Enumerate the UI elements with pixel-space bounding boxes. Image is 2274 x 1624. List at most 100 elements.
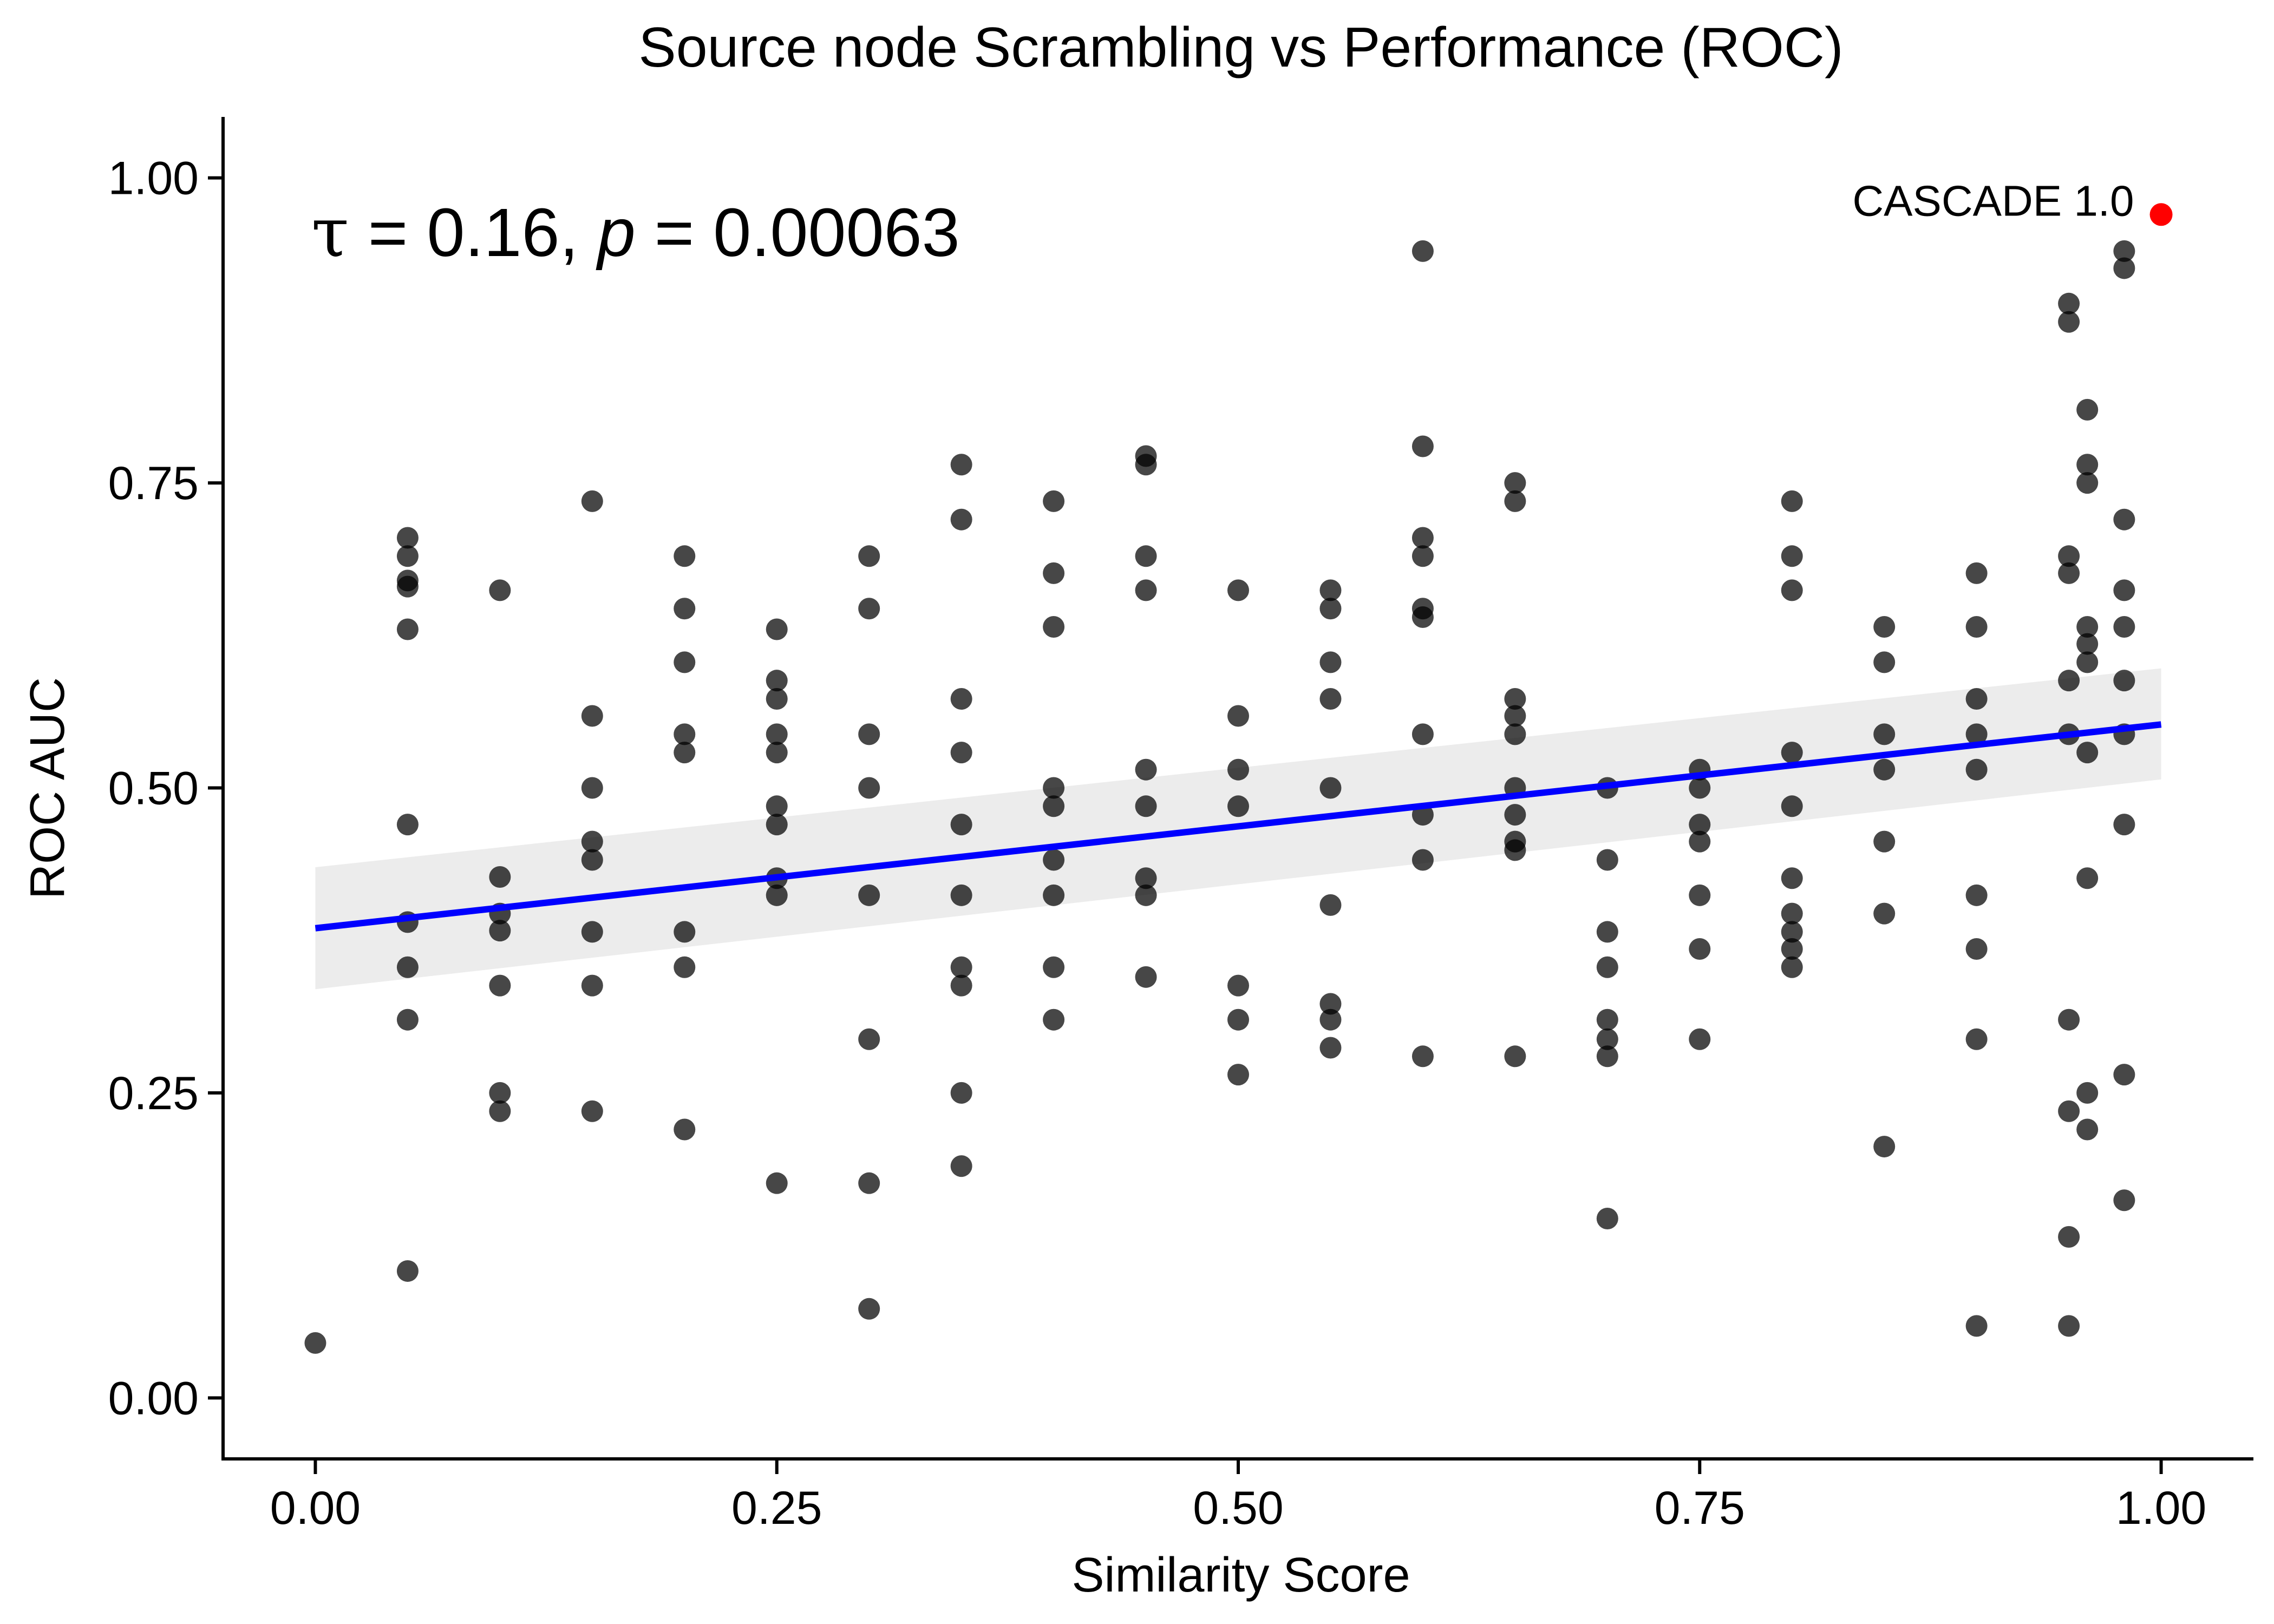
data-point (2076, 633, 2099, 655)
p-symbol: p (596, 194, 636, 271)
data-point (304, 1332, 326, 1354)
data-point (858, 723, 880, 745)
data-point (1965, 758, 1988, 781)
data-point (1412, 545, 1434, 567)
data-point (2058, 1226, 2080, 1248)
data-point (1689, 814, 1711, 836)
data-point (1504, 1045, 1526, 1068)
data-point (1227, 974, 1249, 997)
data-point (489, 974, 511, 997)
data-point (766, 723, 788, 745)
data-point (1965, 723, 1988, 745)
data-point (674, 651, 696, 673)
data-point (950, 742, 972, 764)
data-point (1965, 616, 1988, 638)
data-point (674, 742, 696, 764)
data-point (2113, 814, 2135, 836)
data-point (950, 956, 972, 978)
data-point (1596, 1045, 1618, 1068)
data-point (1135, 966, 1157, 988)
data-point (1596, 1009, 1618, 1031)
data-point (1043, 490, 1065, 512)
data-point (1319, 993, 1342, 1015)
data-point (581, 490, 603, 512)
data-point (1043, 884, 1065, 906)
data-point (2058, 1009, 2080, 1031)
y-axis-ticks: 0.00 0.25 0.50 0.75 1.00 (108, 153, 221, 1424)
regression-line (315, 721, 2162, 932)
data-point (396, 1260, 419, 1282)
data-point (2076, 398, 2099, 421)
data-point (1135, 545, 1157, 567)
x-tick-label: 0.00 (270, 1482, 361, 1534)
data-point (1135, 795, 1157, 817)
data-point (1227, 795, 1249, 817)
data-point (1412, 606, 1434, 628)
data-point (1689, 938, 1711, 960)
data-point (766, 670, 788, 692)
data-point (396, 618, 419, 640)
data-point (1965, 687, 1988, 710)
data-point (2058, 1315, 2080, 1337)
data-point (766, 1172, 788, 1194)
data-point (1596, 1028, 1618, 1050)
x-tick-label: 0.75 (1655, 1482, 1745, 1534)
data-point (766, 814, 788, 836)
data-point (396, 575, 419, 598)
data-point (2113, 1189, 2135, 1212)
data-point (1412, 240, 1434, 262)
data-point (2058, 1100, 2080, 1122)
p-value: = 0.00063 (655, 194, 960, 271)
data-point (1412, 527, 1434, 549)
x-axis-ticks: 0.00 0.25 0.50 0.75 1.00 (270, 1461, 2206, 1534)
data-point (581, 705, 603, 727)
data-point (1043, 1009, 1065, 1031)
data-point (1689, 1028, 1711, 1050)
data-point (1689, 777, 1711, 799)
data-point (950, 974, 972, 997)
data-point (2076, 742, 2099, 764)
data-point (1135, 454, 1157, 476)
data-point (1781, 579, 1803, 601)
data-point (674, 545, 696, 567)
data-point (396, 814, 419, 836)
data-point (1135, 867, 1157, 889)
x-tick-label: 0.25 (731, 1482, 822, 1534)
data-point (2058, 545, 2080, 567)
data-point (2058, 311, 2080, 333)
data-point (1781, 956, 1803, 978)
data-point (1227, 705, 1249, 727)
data-point (1319, 894, 1342, 916)
data-point (1965, 938, 1988, 960)
data-point (1227, 579, 1249, 601)
tau-symbol: τ (311, 193, 349, 272)
data-point (2113, 240, 2135, 262)
data-point (766, 884, 788, 906)
data-point (766, 795, 788, 817)
data-point (581, 1100, 603, 1122)
data-point (1873, 723, 1896, 745)
data-point (1873, 651, 1896, 673)
data-point (1043, 795, 1065, 817)
data-point (1319, 579, 1342, 601)
data-point (2058, 562, 2080, 584)
data-point (1504, 687, 1526, 710)
data-point (1412, 849, 1434, 871)
data-point (1412, 723, 1434, 745)
data-point (674, 723, 696, 745)
data-point (1965, 1315, 1988, 1337)
data-point (489, 866, 511, 888)
data-point (858, 545, 880, 567)
data-point (858, 1172, 880, 1194)
data-point (1596, 921, 1618, 943)
data-point (1965, 1028, 1988, 1050)
data-point (2076, 1082, 2099, 1104)
data-point (2076, 616, 2099, 638)
regression-line-layer (315, 721, 2162, 932)
data-point (1504, 839, 1526, 861)
data-point (1319, 598, 1342, 620)
data-point (1873, 758, 1896, 781)
data-point (581, 921, 603, 943)
